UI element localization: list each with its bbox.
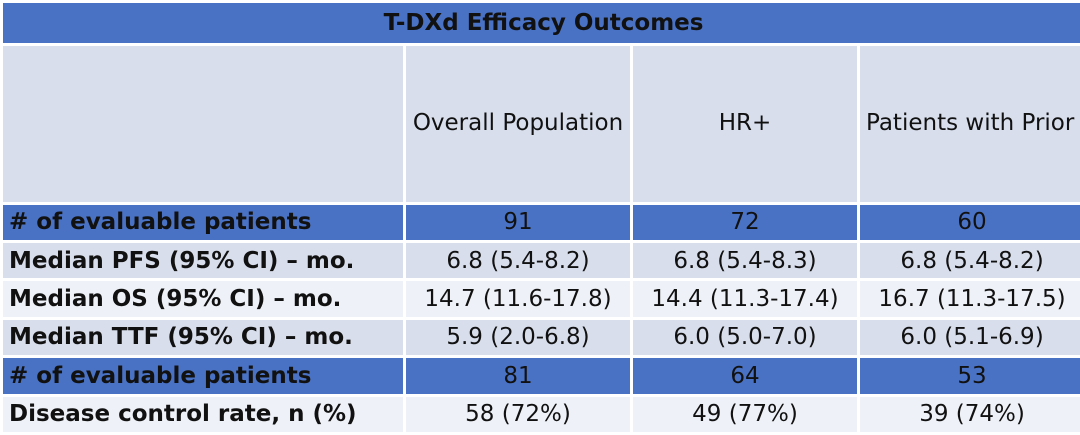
row-label: Median TTF (95% CI) – mo. [3, 319, 403, 356]
row-value: 81 [406, 358, 630, 394]
table-row: Median TTF (95% CI) – mo. 5.9 (2.0-6.8) … [3, 319, 1080, 356]
table-row: Median OS (95% CI) – mo. 14.7 (11.6-17.8… [3, 281, 1080, 317]
row-value: 58 (72%) [406, 396, 630, 432]
row-label: # of evaluable patients [3, 358, 403, 394]
row-value: 6.0 (5.0-7.0) [633, 319, 857, 356]
row-label: Median PFS (95% CI) – mo. [3, 243, 403, 279]
table-row: Median PFS (95% CI) – mo. 6.8 (5.4-8.2) … [3, 243, 1080, 279]
column-header-row: Overall Population HR+ Patients with Pri… [3, 45, 1080, 202]
row-label: Median OS (95% CI) – mo. [3, 281, 403, 317]
row-value: 6.8 (5.4-8.2) [406, 243, 630, 279]
table-title: T-DXd Efficacy Outcomes [3, 3, 1080, 43]
table-row: # of evaluable patients 81 64 53 [3, 358, 1080, 394]
column-header-overall: Overall Population [406, 45, 630, 202]
row-value: 91 [406, 204, 630, 241]
row-value: 6.8 (5.4-8.3) [633, 243, 857, 279]
table-row: # of evaluable patients 91 72 60 [3, 204, 1080, 241]
row-label: Disease control rate, n (%) [3, 396, 403, 432]
row-label: # of evaluable patients [3, 204, 403, 241]
row-value: 14.4 (11.3-17.4) [633, 281, 857, 317]
table-title-row: T-DXd Efficacy Outcomes [3, 3, 1080, 43]
header-blank-cell [3, 45, 403, 202]
column-header-hr-positive: HR+ [633, 45, 857, 202]
column-header-prior-chemo: Patients with Prior 1-2 Lines of Chemoth… [860, 45, 1080, 202]
row-value: 53 [860, 358, 1080, 394]
row-value: 39 (74%) [860, 396, 1080, 432]
row-value: 16.7 (11.3-17.5) [860, 281, 1080, 317]
row-value: 5.9 (2.0-6.8) [406, 319, 630, 356]
row-value: 64 [633, 358, 857, 394]
row-value: 60 [860, 204, 1080, 241]
row-value: 49 (77%) [633, 396, 857, 432]
row-value: 14.7 (11.6-17.8) [406, 281, 630, 317]
row-value: 6.8 (5.4-8.2) [860, 243, 1080, 279]
row-value: 72 [633, 204, 857, 241]
row-value: 6.0 (5.1-6.9) [860, 319, 1080, 356]
table-row: Disease control rate, n (%) 58 (72%) 49 … [3, 396, 1080, 432]
